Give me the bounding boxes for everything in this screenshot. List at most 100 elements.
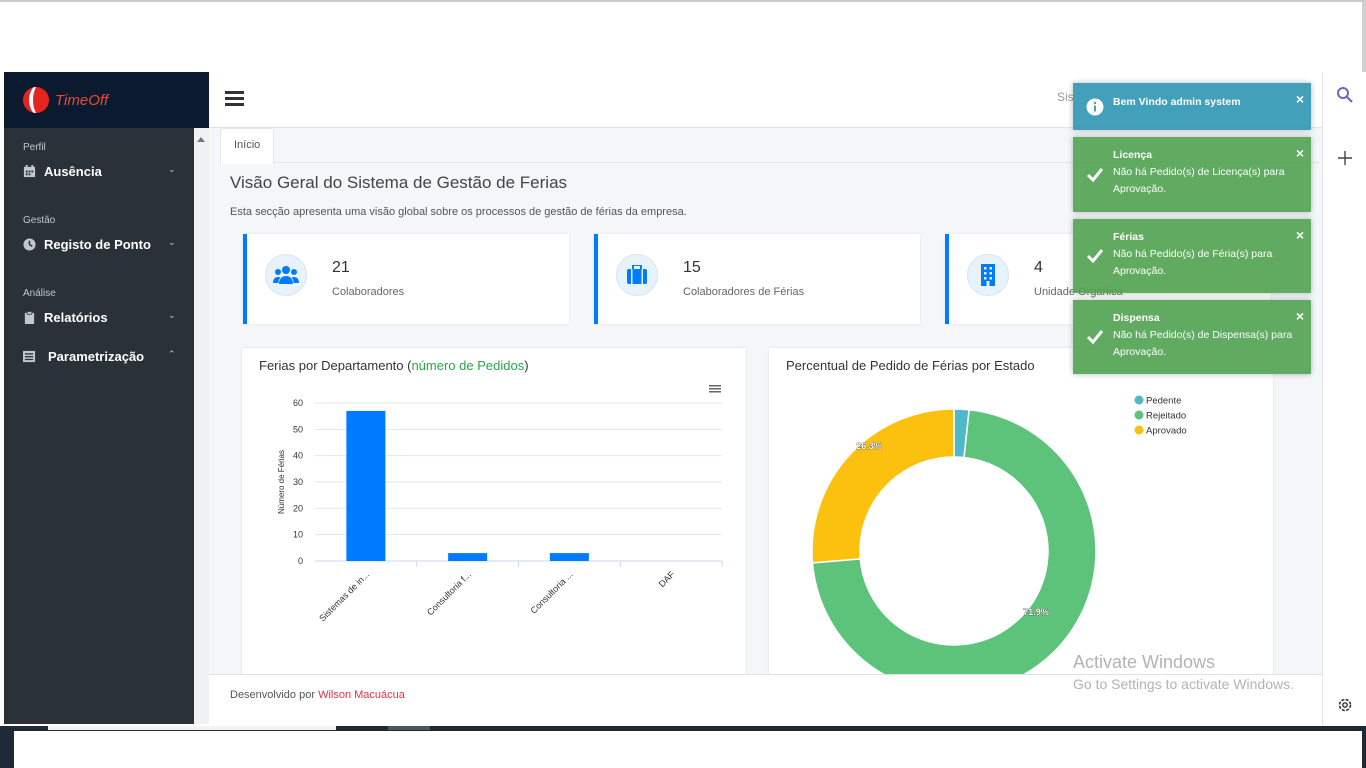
check-icon bbox=[1086, 167, 1104, 182]
toast-ferias[interactable]: Férias Não há Pedido(s) de Féria(s) para … bbox=[1073, 219, 1311, 293]
data-label: 26.3% bbox=[856, 441, 882, 451]
header-partial-text: Sis bbox=[1057, 90, 1074, 104]
bar bbox=[448, 553, 488, 561]
sidebar-scrollbar[interactable] bbox=[194, 128, 209, 724]
toast-licenca[interactable]: Licença Não há Pedido(s) de Licença(s) pa… bbox=[1073, 137, 1311, 212]
gear-icon[interactable] bbox=[1336, 696, 1354, 714]
sidebar-item-ausencia[interactable]: Ausência ⌄ bbox=[4, 157, 194, 185]
window-edge bbox=[1362, 2, 1366, 74]
chart-title: Percentual de Pedido de Férias por Estad… bbox=[786, 358, 1035, 373]
sidebar-item-label: Parametrização bbox=[48, 348, 145, 364]
sidebar-menu: Perfil Ausência ⌄ Gestão Registo de Pont… bbox=[4, 128, 194, 724]
section-label: Gestão bbox=[23, 215, 56, 226]
sidebar-item-label: Ausência bbox=[44, 163, 102, 179]
pie-chart-card: Percentual de Pedido de Férias por Estad… bbox=[769, 348, 1273, 674]
close-icon[interactable]: × bbox=[1295, 227, 1304, 243]
chevron-down-icon: ⌄ bbox=[168, 310, 176, 320]
sidebar-item-parametrizacao[interactable]: Parametrização ⌃ bbox=[4, 342, 194, 370]
pie-slice bbox=[811, 408, 1097, 674]
tab-bar: Início bbox=[220, 128, 1320, 164]
footer: Desenvolvido por Wilson Macuácua bbox=[209, 674, 1322, 724]
info-icon bbox=[1086, 98, 1104, 115]
windows-activation-watermark: Activate Windows Go to Settings to activ… bbox=[1073, 652, 1294, 692]
toast-message: Não há Pedido(s) de Licença(s) para Apro… bbox=[1113, 166, 1285, 195]
close-icon[interactable]: × bbox=[1295, 308, 1304, 324]
x-tick-label: Consultoria ... bbox=[528, 569, 574, 615]
chevron-down-icon: ⌄ bbox=[168, 237, 176, 247]
brand-name: TimeOff bbox=[55, 91, 109, 109]
suitcase-icon bbox=[616, 254, 658, 296]
menu-line bbox=[709, 388, 721, 390]
toast-title: Licença bbox=[1113, 149, 1153, 161]
clipboard-icon bbox=[24, 310, 35, 324]
toast-info[interactable]: Bem Vindo admin system × bbox=[1073, 83, 1311, 130]
info-box-colaboradores: 21 Colaboradores bbox=[243, 234, 569, 324]
close-icon[interactable]: × bbox=[1295, 145, 1304, 161]
hamburger-menu-icon[interactable] bbox=[225, 91, 244, 107]
y-tick-label: 60 bbox=[293, 398, 303, 408]
sidebar-item-relatorios[interactable]: Relatórios ⌄ bbox=[4, 303, 194, 331]
pie-slice bbox=[811, 408, 955, 564]
chart-title: Ferias por Departamento (número de Pedid… bbox=[259, 358, 529, 373]
users-icon bbox=[265, 254, 307, 296]
info-box-value: 21 bbox=[332, 259, 350, 276]
bar bbox=[549, 553, 589, 561]
tab-inicio[interactable]: Início bbox=[220, 128, 275, 164]
toast-message: Não há Pedido(s) de Dispensa(s) para Apr… bbox=[1113, 329, 1293, 358]
section-gestao: Gestão Registo de Ponto ⌄ bbox=[4, 215, 194, 258]
section-perfil: Perfil Ausência ⌄ bbox=[4, 142, 194, 185]
taskbar-strip bbox=[0, 726, 1366, 768]
page-title: Visão Geral do Sistema de Gestão de Feri… bbox=[230, 173, 568, 192]
legend-label: Aprovado bbox=[1146, 426, 1187, 437]
y-tick-label: 0 bbox=[298, 556, 303, 566]
scroll-up-arrow-icon[interactable] bbox=[197, 137, 205, 142]
sidebar-item-registo-de-ponto[interactable]: Registo de Ponto ⌄ bbox=[4, 230, 194, 258]
sidebar-item-label: Registo de Ponto bbox=[44, 236, 151, 252]
info-box-colaboradores-ferias: 15 Colaboradores de Férias bbox=[594, 234, 920, 324]
watermark-line2: Go to Settings to activate Windows. bbox=[1073, 676, 1294, 692]
close-icon[interactable]: × bbox=[1295, 91, 1304, 107]
section-label: Análise bbox=[23, 288, 56, 299]
section-analise: Análise Relatórios ⌄ Parametrização ⌃ bbox=[4, 288, 194, 370]
browser-top-area bbox=[0, 0, 1366, 74]
menu-line bbox=[709, 385, 721, 387]
chevron-down-icon: ⌄ bbox=[168, 164, 176, 174]
y-tick-label: 40 bbox=[293, 451, 303, 461]
info-box-value: 4 bbox=[1034, 259, 1043, 276]
footer-author-link[interactable]: Wilson Macuácua bbox=[318, 689, 405, 701]
y-axis-label: Número de Férias bbox=[277, 450, 286, 514]
chart-menu-icon bbox=[709, 385, 721, 393]
y-tick-label: 30 bbox=[293, 477, 303, 487]
plus-icon[interactable] bbox=[1338, 151, 1352, 165]
y-tick-label: 10 bbox=[293, 530, 303, 540]
calendar-icon bbox=[23, 164, 36, 177]
check-icon bbox=[1086, 249, 1104, 264]
clock-icon bbox=[23, 237, 36, 251]
brand[interactable]: TimeOff bbox=[4, 72, 209, 128]
menu-line bbox=[709, 391, 721, 393]
toast-message: Não há Pedido(s) de Féria(s) para Aprova… bbox=[1113, 248, 1273, 277]
building-icon bbox=[967, 254, 1009, 296]
x-tick-label: Consultoria f... bbox=[425, 569, 473, 617]
bar-chart-card: Ferias por Departamento (número de Pedid… bbox=[242, 348, 746, 674]
check-icon bbox=[1086, 330, 1104, 345]
legend-label: Pedente bbox=[1146, 396, 1181, 407]
info-box-label: Colaboradores bbox=[332, 286, 405, 298]
toast-dispensa[interactable]: Dispensa Não há Pedido(s) de Dispensa(s) … bbox=[1073, 300, 1311, 374]
x-tick-label: Sistemas de in... bbox=[317, 569, 371, 623]
toast-title: Bem Vindo admin system bbox=[1113, 96, 1241, 108]
bar-chart: 0 10 20 30 40 50 60 Número de Férias Sistemas de… bbox=[277, 385, 723, 623]
info-box-label: Colaboradores de Férias bbox=[683, 286, 805, 298]
pie-chart: 26.3% 71.9% Pedente Rejeitado Aprovado bbox=[811, 395, 1187, 674]
toast-title: Férias bbox=[1113, 231, 1144, 243]
page-description: Esta secção apresenta uma visão global s… bbox=[230, 206, 687, 218]
legend-marker bbox=[1134, 410, 1144, 420]
search-icon[interactable] bbox=[1336, 86, 1354, 104]
browser-side-panel bbox=[1322, 72, 1366, 726]
sidebar-item-label: Relatórios bbox=[44, 309, 108, 325]
sidebar: TimeOff Perfil Ausência ⌄ Gestão Registo… bbox=[4, 72, 209, 724]
watermark-line1: Activate Windows bbox=[1073, 652, 1216, 672]
section-label: Perfil bbox=[23, 142, 46, 153]
data-label: 71.9% bbox=[1023, 607, 1049, 617]
footer-prefix: Desenvolvido por bbox=[230, 689, 319, 701]
